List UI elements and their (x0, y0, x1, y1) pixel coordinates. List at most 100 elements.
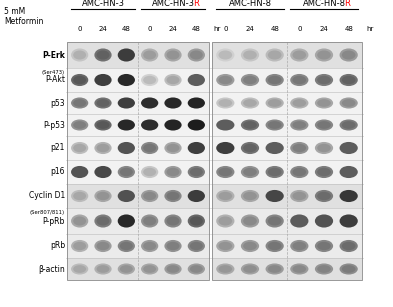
Ellipse shape (94, 49, 112, 61)
Text: β-actin: β-actin (38, 265, 65, 274)
Ellipse shape (315, 166, 333, 178)
Ellipse shape (292, 192, 306, 200)
Ellipse shape (143, 76, 156, 84)
Bar (67, 208, 209, 258)
Ellipse shape (97, 265, 110, 273)
Ellipse shape (243, 216, 257, 226)
Ellipse shape (97, 216, 110, 226)
Ellipse shape (143, 242, 156, 250)
Ellipse shape (340, 166, 358, 178)
Ellipse shape (188, 119, 205, 130)
Ellipse shape (94, 142, 112, 154)
Ellipse shape (188, 190, 205, 202)
Ellipse shape (118, 97, 135, 109)
Ellipse shape (118, 240, 135, 252)
Ellipse shape (243, 121, 257, 129)
Text: (Ser473): (Ser473) (42, 70, 65, 75)
Ellipse shape (342, 121, 356, 129)
Bar (212, 42, 362, 280)
Ellipse shape (290, 97, 309, 109)
Ellipse shape (141, 215, 158, 227)
Text: 0: 0 (223, 26, 228, 32)
Ellipse shape (167, 242, 180, 250)
Ellipse shape (292, 242, 306, 250)
Ellipse shape (219, 168, 232, 176)
Text: 24: 24 (169, 26, 177, 32)
Ellipse shape (143, 144, 156, 152)
Ellipse shape (266, 240, 284, 252)
Ellipse shape (167, 192, 180, 200)
Ellipse shape (340, 263, 358, 274)
Ellipse shape (141, 97, 158, 109)
Ellipse shape (164, 49, 182, 61)
Ellipse shape (219, 99, 232, 107)
Ellipse shape (141, 240, 158, 252)
Ellipse shape (342, 99, 356, 107)
Ellipse shape (164, 240, 182, 252)
Ellipse shape (216, 97, 235, 109)
Ellipse shape (216, 240, 235, 252)
Bar (67, 42, 209, 280)
Ellipse shape (188, 97, 205, 109)
Ellipse shape (268, 76, 281, 84)
Ellipse shape (73, 121, 86, 129)
Bar (67, 258, 209, 280)
Ellipse shape (164, 263, 182, 274)
Ellipse shape (243, 50, 257, 60)
Text: AMC-HN-8: AMC-HN-8 (228, 0, 272, 9)
Text: 0: 0 (297, 26, 301, 32)
Text: AMC-HN-3: AMC-HN-3 (81, 0, 125, 9)
Ellipse shape (118, 263, 135, 274)
Ellipse shape (315, 97, 333, 109)
Ellipse shape (143, 216, 156, 226)
Text: P-pRb: P-pRb (42, 216, 65, 226)
Text: p53: p53 (50, 99, 65, 107)
Ellipse shape (94, 74, 112, 86)
Ellipse shape (241, 49, 259, 61)
Ellipse shape (266, 215, 284, 227)
Ellipse shape (164, 166, 182, 178)
Ellipse shape (241, 263, 259, 274)
Ellipse shape (292, 144, 306, 152)
Ellipse shape (241, 142, 259, 154)
Text: R: R (344, 0, 350, 9)
Text: R: R (193, 0, 198, 9)
Ellipse shape (219, 50, 232, 60)
Ellipse shape (317, 50, 331, 60)
Bar (212, 258, 362, 280)
Ellipse shape (73, 50, 86, 60)
Ellipse shape (340, 215, 358, 227)
Ellipse shape (241, 215, 259, 227)
Text: 0: 0 (147, 26, 152, 32)
Ellipse shape (141, 190, 158, 202)
Bar (67, 42, 209, 68)
Ellipse shape (292, 168, 306, 176)
Ellipse shape (188, 263, 205, 274)
Text: 24: 24 (246, 26, 254, 32)
Ellipse shape (118, 142, 135, 154)
Ellipse shape (167, 265, 180, 273)
Ellipse shape (342, 265, 356, 273)
Ellipse shape (190, 50, 203, 60)
Ellipse shape (94, 263, 112, 274)
Ellipse shape (290, 142, 309, 154)
Ellipse shape (164, 215, 182, 227)
Ellipse shape (241, 240, 259, 252)
Text: Cyclin D1: Cyclin D1 (29, 192, 65, 200)
Ellipse shape (164, 190, 182, 202)
Ellipse shape (97, 242, 110, 250)
Ellipse shape (340, 240, 358, 252)
Bar (212, 208, 362, 258)
Ellipse shape (164, 142, 182, 154)
Ellipse shape (243, 144, 257, 152)
Ellipse shape (216, 142, 235, 154)
Bar (212, 68, 362, 184)
Ellipse shape (241, 190, 259, 202)
Ellipse shape (219, 216, 232, 226)
Ellipse shape (190, 242, 203, 250)
Ellipse shape (266, 119, 284, 130)
Ellipse shape (243, 265, 257, 273)
Ellipse shape (167, 76, 180, 84)
Text: 0: 0 (77, 26, 82, 32)
Ellipse shape (118, 215, 135, 227)
